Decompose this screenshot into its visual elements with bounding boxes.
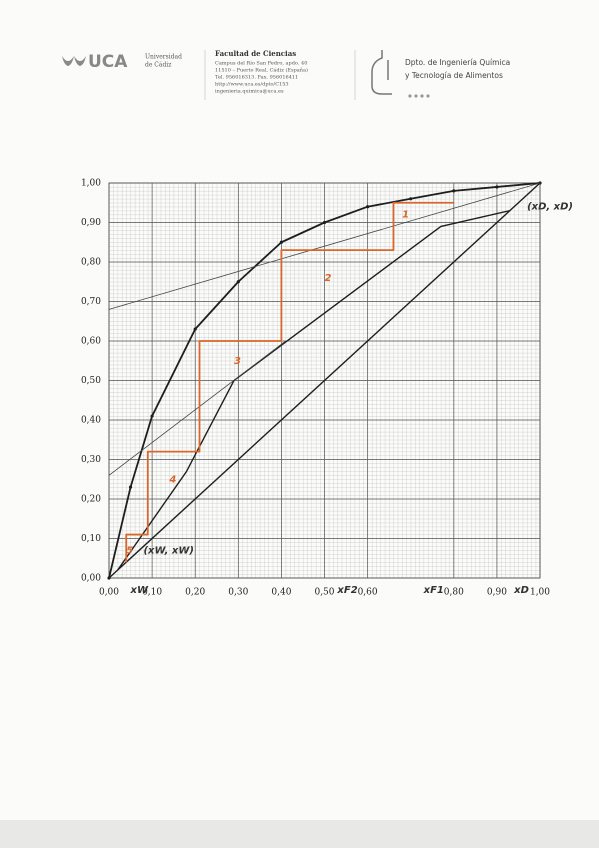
annotation: 5 (126, 545, 133, 556)
series-line (108, 340, 286, 476)
x-tick-label: 0,80 (444, 588, 464, 598)
annotation: (xD, xD) (527, 202, 573, 213)
x-tick-label: 0,90 (487, 588, 507, 598)
annotation: xW (130, 585, 149, 596)
department: y Tecnología de Alimentos (405, 71, 503, 80)
dept-dots (408, 94, 430, 98)
address-line: 11510 – Puerto Real, Cádiz (España) (215, 67, 308, 74)
y-tick-label: 0,20 (81, 495, 101, 505)
y-tick-label: 0,40 (81, 416, 101, 426)
x-tick-label: 0,50 (314, 588, 334, 598)
y-tick-label: 0,00 (81, 574, 101, 584)
department: Dpto. de Ingeniería Química (405, 58, 510, 67)
point (409, 197, 413, 201)
annotation: (xW, xW) (143, 545, 194, 556)
logo-text: UCA (88, 52, 128, 72)
x-tick-label: 0,10 (142, 588, 162, 598)
y-tick-label: 0,90 (81, 218, 101, 228)
dept-logo (371, 50, 392, 95)
x-tick-label: 0,30 (228, 588, 248, 598)
address-line: http://www.uca.es/dpto/C153 (215, 82, 289, 88)
point (452, 189, 456, 193)
y-tick-label: 1,00 (81, 179, 101, 189)
university: Universidad (145, 54, 182, 61)
university: de Cádiz (145, 62, 171, 69)
y-tick-label: 0,60 (81, 337, 101, 347)
annotation: xF1 (423, 585, 444, 596)
point (366, 205, 370, 209)
faculty: Facultad de Ciencias (215, 49, 296, 58)
address-line: Tel. 956016313. Fax. 956016411 (215, 75, 298, 81)
series-line (108, 182, 541, 310)
series-line (108, 182, 541, 579)
x-tick-label: 0,00 (99, 588, 119, 598)
address-line: Campus del Río San Pedro, apdo. 40 (215, 60, 307, 67)
annotation: xF2 (336, 585, 357, 596)
point (322, 220, 327, 225)
point (495, 185, 499, 189)
point (128, 485, 133, 489)
annotation: 4 (168, 474, 176, 485)
uca-logo: UCA (62, 52, 128, 72)
y-tick-label: 0,30 (81, 455, 101, 465)
x-tick-label: 0,60 (358, 588, 378, 598)
annotation: xD (513, 585, 529, 596)
x-tick-label: 0,20 (185, 588, 205, 598)
x-tick-label: 0,40 (271, 588, 291, 598)
series-line (125, 201, 454, 563)
address-line: ingenieria.quimica@uca.es (215, 88, 284, 95)
annotation: 3 (234, 356, 241, 367)
series-line (108, 182, 541, 579)
point (150, 414, 154, 418)
annotation: 1 (402, 210, 409, 221)
y-tick-label: 0,10 (81, 534, 101, 544)
point (193, 327, 197, 331)
x-tick-label: 1,00 (530, 588, 550, 598)
point (279, 240, 283, 244)
y-tick-label: 0,70 (81, 297, 101, 307)
point (236, 280, 240, 284)
annotation: 2 (325, 273, 332, 284)
y-tick-label: 0,50 (81, 376, 101, 386)
y-tick-label: 0,80 (81, 258, 101, 268)
